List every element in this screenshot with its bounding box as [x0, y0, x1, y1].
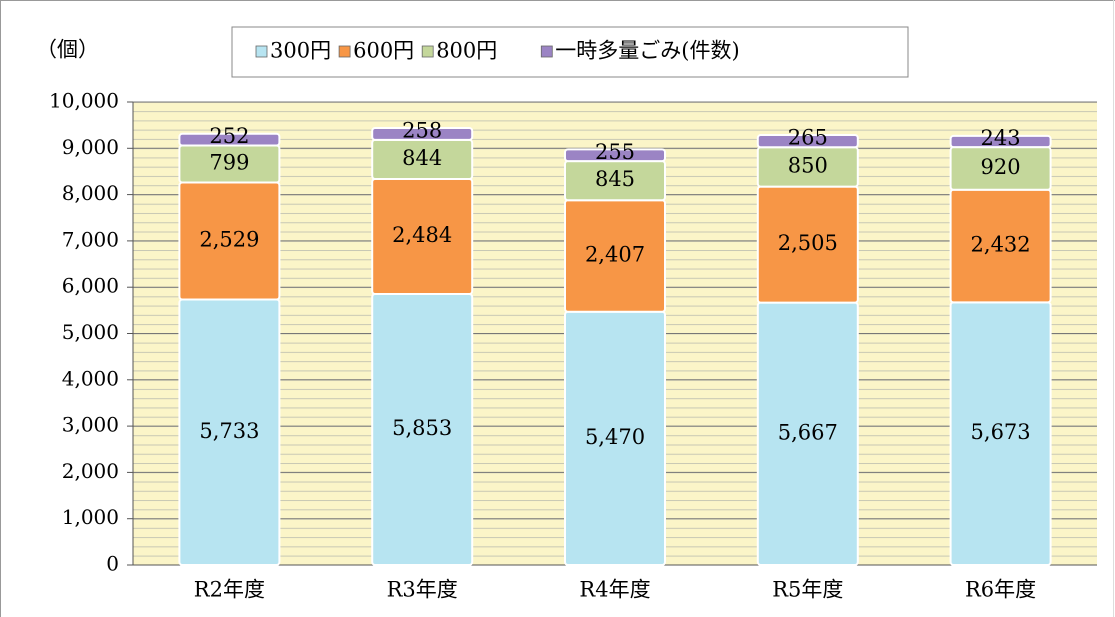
data-label: 2,529 [199, 228, 259, 252]
y-tick-label: 7,000 [62, 227, 119, 251]
data-label: 5,853 [392, 416, 452, 440]
x-tick-label: R3年度 [387, 578, 458, 602]
bar-segment [564, 148, 666, 163]
y-tick-label: 2,000 [62, 459, 119, 483]
data-label: 2,484 [392, 223, 452, 247]
legend-label: 800円 [436, 39, 497, 63]
x-tick-label: R5年度 [772, 578, 843, 602]
data-label: 5,667 [778, 420, 838, 444]
x-tick-label: R6年度 [965, 578, 1036, 602]
data-label: 845 [595, 167, 635, 191]
y-axis-label: （個） [36, 38, 99, 62]
legend-label: 600円 [353, 39, 414, 63]
data-label: 5,673 [971, 420, 1031, 444]
data-label: 255 [595, 140, 635, 164]
data-label: 2,432 [971, 233, 1031, 257]
data-label: 5,470 [585, 425, 645, 449]
data-label: 844 [402, 146, 442, 170]
data-label: 2,505 [778, 231, 838, 255]
y-tick-label: 3,000 [62, 413, 119, 437]
x-tick-label: R4年度 [579, 578, 650, 602]
data-label: 799 [209, 150, 249, 174]
x-tick-label: R2年度 [194, 578, 265, 602]
data-label: 850 [788, 153, 828, 177]
data-label: 265 [788, 126, 828, 150]
legend-swatch [421, 45, 434, 58]
legend-label: 300円 [270, 39, 331, 63]
y-tick-label: 4,000 [62, 366, 119, 390]
data-label: 5,733 [199, 419, 259, 443]
bar-segment [178, 132, 281, 147]
legend-label: 一時多量ごみ(件数) [555, 39, 739, 63]
data-label: 920 [981, 155, 1021, 179]
data-label: 252 [209, 124, 249, 148]
legend-swatch [255, 45, 268, 58]
y-tick-label: 10,000 [49, 89, 119, 113]
legend-swatch [338, 45, 351, 58]
y-tick-label: 9,000 [62, 135, 119, 159]
y-tick-label: 5,000 [62, 320, 119, 344]
bar-segment [949, 134, 1052, 149]
y-tick-label: 8,000 [62, 181, 119, 205]
bar-segment [756, 134, 859, 149]
data-label: 258 [402, 118, 442, 142]
data-label: 2,407 [585, 243, 645, 267]
y-tick-label: 0 [106, 552, 119, 576]
data-label: 243 [981, 126, 1021, 150]
y-tick-label: 1,000 [62, 505, 119, 529]
legend-swatch [540, 45, 553, 58]
y-tick-label: 6,000 [62, 274, 119, 298]
bar-segment [371, 126, 474, 141]
